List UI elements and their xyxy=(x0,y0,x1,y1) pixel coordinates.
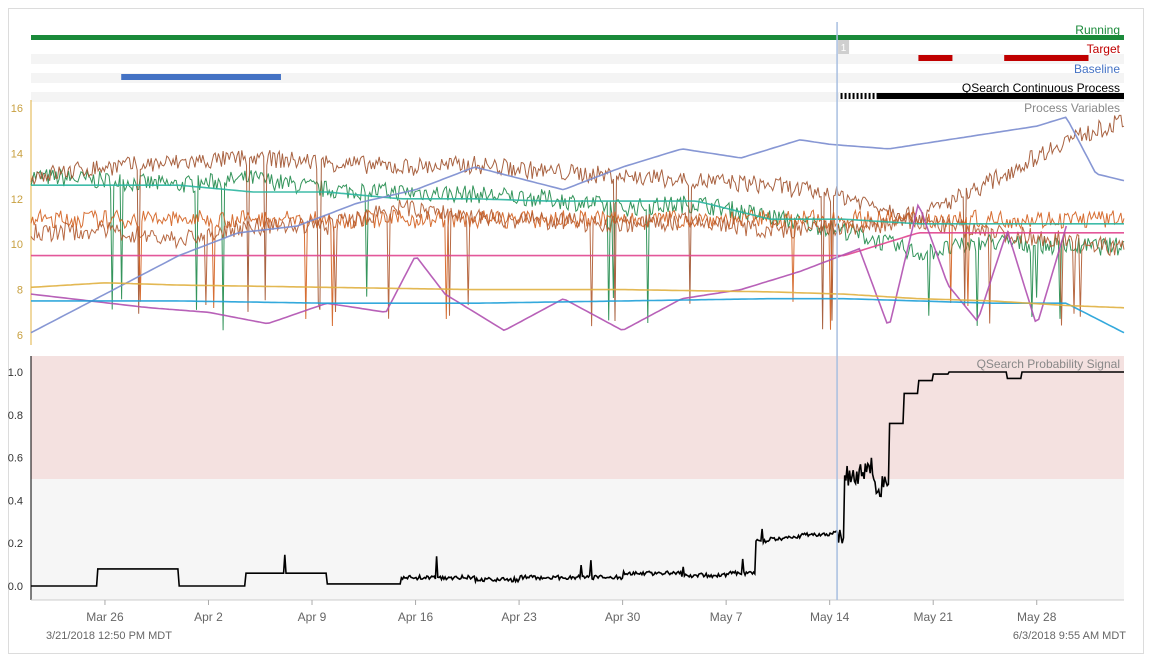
track-stripe xyxy=(842,93,845,99)
axes: Mar 26 Apr 2 Apr 9 Apr 16 Apr 23 Apr 30 May 7 M… xyxy=(31,599,1124,624)
track-label: QSearch Continuous Process xyxy=(962,81,1120,95)
x-tick-label: Apr 16 xyxy=(398,610,434,624)
probability-signal-plot: 1.0 0.8 0.6 0.4 0.2 0.0 xyxy=(8,356,1124,600)
probability-signal-line xyxy=(31,371,1124,587)
alert-threshold-zone xyxy=(31,356,1124,479)
process-y-tick: 16 xyxy=(11,103,23,115)
process-series-line xyxy=(30,114,1125,330)
track-stripe xyxy=(846,93,849,99)
track-label: Baseline xyxy=(1074,62,1120,76)
process-y-tick: 6 xyxy=(17,330,23,342)
process-y-tick: 14 xyxy=(11,148,23,160)
process-series-line xyxy=(30,198,1125,327)
process-y-tick: 12 xyxy=(11,194,23,206)
x-tick-label: Apr 23 xyxy=(501,610,537,624)
track-segment[interactable] xyxy=(918,55,953,61)
signal-y-tick: 0.8 xyxy=(8,410,23,422)
track-segment[interactable] xyxy=(1004,55,1089,61)
signal-y-tick: 0.2 xyxy=(8,538,23,550)
x-tick-label: May 7 xyxy=(710,610,743,624)
track-segment[interactable] xyxy=(121,74,281,80)
process-series-line xyxy=(30,282,1125,309)
track-stripe xyxy=(854,93,857,99)
process-variables-plot: 16 14 12 10 8 6 xyxy=(11,100,1125,345)
process-variables-title: Process Variables xyxy=(1024,101,1120,115)
x-tick-label: May 21 xyxy=(914,610,954,624)
process-series-line xyxy=(31,232,1124,257)
x-tick-label: Apr 9 xyxy=(298,610,327,624)
signal-y-tick: 1.0 xyxy=(8,367,23,379)
signal-y-tick: 0.0 xyxy=(8,581,23,593)
track-label: Target xyxy=(1087,42,1121,56)
status-tracks: Running Target Baseline QSearch Continuous … xyxy=(31,23,1124,102)
start-time-label: 3/21/2018 12:50 PM MDT xyxy=(46,630,172,642)
signal-title: QSearch Probability Signal xyxy=(977,357,1120,371)
track-segment[interactable] xyxy=(838,93,1124,99)
end-time-label: 6/3/2018 9:55 AM MDT xyxy=(1012,630,1126,642)
process-series-line xyxy=(30,116,1125,334)
process-series-line xyxy=(30,168,1125,331)
cursor-badge-label: 1 xyxy=(841,43,847,54)
track-lane xyxy=(31,92,1124,102)
track-stripe xyxy=(850,93,853,99)
track-lane xyxy=(31,54,1124,64)
cursor-badge[interactable]: 1 xyxy=(838,40,850,54)
x-tick-label: May 28 xyxy=(1017,610,1057,624)
x-tick-label: Apr 2 xyxy=(194,610,223,624)
process-y-tick: 8 xyxy=(17,285,23,297)
x-tick-label: May 14 xyxy=(810,610,850,624)
process-series-line xyxy=(30,208,1125,330)
track-stripe xyxy=(862,93,865,99)
signal-y-tick: 0.4 xyxy=(8,495,23,507)
process-series-line xyxy=(31,184,1124,225)
x-tick-label: Apr 30 xyxy=(605,610,641,624)
track-segment[interactable] xyxy=(31,35,1124,40)
track-stripe xyxy=(874,93,877,99)
track-stripe xyxy=(866,93,869,99)
process-y-tick: 10 xyxy=(11,239,23,251)
track-lane xyxy=(31,73,1124,83)
x-tick-label: Mar 26 xyxy=(86,610,124,624)
signal-y-tick: 0.6 xyxy=(8,453,23,465)
process-series-line xyxy=(30,203,1068,332)
track-stripe xyxy=(838,93,841,99)
process-series-line xyxy=(31,297,1125,334)
track-label: Running xyxy=(1075,23,1120,37)
track-stripe xyxy=(858,93,861,99)
track-stripe xyxy=(870,93,873,99)
